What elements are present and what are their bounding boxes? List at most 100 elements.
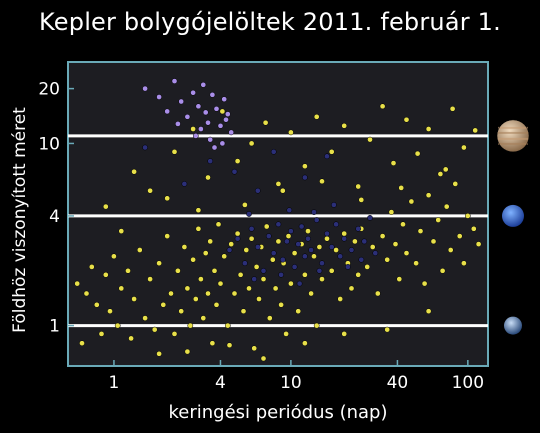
data-point (256, 296, 262, 302)
data-point (171, 331, 178, 337)
data-point (213, 105, 220, 112)
data-point (305, 228, 311, 234)
data-point (388, 209, 395, 215)
data-point (449, 105, 456, 112)
data-point (156, 350, 162, 357)
data-point (439, 267, 446, 274)
data-point (131, 296, 137, 302)
data-point (372, 250, 379, 256)
data-point (205, 119, 211, 126)
data-point (275, 221, 282, 228)
data-point (181, 181, 188, 187)
data-point (215, 221, 222, 228)
data-point (461, 260, 467, 267)
data-point (248, 225, 255, 232)
data-point (302, 271, 308, 278)
data-point (83, 290, 90, 297)
data-point (142, 85, 148, 92)
data-point (284, 238, 290, 245)
data-point (187, 322, 194, 329)
data-point (269, 256, 276, 263)
data-point (262, 119, 269, 126)
data-point (324, 153, 330, 160)
data-point (328, 267, 335, 274)
data-point (171, 148, 178, 155)
data-point (118, 285, 125, 292)
reference-lines (68, 134, 488, 328)
earth-icon (504, 316, 522, 335)
data-point (379, 233, 386, 239)
data-point (447, 247, 454, 253)
chart-title: Kepler bolygójelöltek 2011. február 1. (39, 8, 501, 36)
data-point (228, 129, 235, 136)
data-point (160, 301, 167, 308)
data-point (111, 253, 117, 260)
y-tick-label: 20 (38, 80, 60, 100)
x-tick-label: 40 (387, 373, 409, 393)
data-point (224, 322, 231, 329)
data-point (260, 355, 267, 362)
data-point (231, 290, 238, 297)
data-point (234, 235, 241, 242)
data-point (74, 280, 81, 287)
data-point (202, 109, 209, 116)
data-point (435, 217, 442, 223)
data-point (291, 250, 298, 256)
data-point (398, 185, 405, 191)
data-point (136, 247, 143, 253)
data-point (195, 207, 202, 214)
data-point (265, 233, 272, 239)
data-point (275, 238, 282, 245)
data-point (181, 244, 188, 250)
data-point (319, 276, 325, 282)
data-point (369, 244, 376, 250)
data-point (198, 126, 204, 132)
data-point (175, 267, 181, 274)
data-point (302, 253, 308, 260)
data-point (355, 271, 362, 278)
data-point (184, 348, 191, 355)
data-point (211, 144, 218, 151)
data-point (118, 228, 125, 234)
data-point (279, 187, 286, 194)
data-point (156, 94, 162, 100)
data-point (198, 276, 204, 282)
data-point (345, 264, 351, 270)
data-point (461, 144, 467, 151)
y-tick-label: 10 (38, 134, 60, 154)
data-point (384, 326, 391, 333)
data-point (142, 144, 148, 151)
data-point (390, 160, 397, 166)
data-point (333, 221, 339, 228)
data-point (413, 260, 419, 267)
data-point (217, 280, 224, 287)
data-point (295, 308, 302, 315)
data-point (475, 241, 482, 247)
data-point (260, 276, 267, 282)
data-point (211, 267, 218, 274)
data-point (361, 238, 368, 245)
data-point (219, 108, 226, 115)
data-point (223, 116, 229, 123)
data-point (251, 345, 258, 352)
data-point (253, 264, 260, 270)
data-point (254, 244, 261, 250)
data-point (337, 253, 344, 260)
data-point (305, 235, 311, 242)
data-point (414, 150, 421, 157)
data-point (364, 264, 371, 270)
data-point (333, 247, 339, 253)
data-point (337, 296, 344, 302)
data-point (313, 113, 320, 120)
data-point (270, 250, 277, 256)
data-point (195, 103, 202, 110)
data-point (219, 140, 226, 147)
data-point (200, 81, 207, 88)
data-point (417, 228, 424, 234)
data-point (285, 233, 292, 239)
data-point (316, 267, 323, 274)
data-point (221, 96, 228, 103)
data-point (240, 308, 247, 315)
data-point (213, 301, 220, 308)
data-point (234, 230, 241, 237)
